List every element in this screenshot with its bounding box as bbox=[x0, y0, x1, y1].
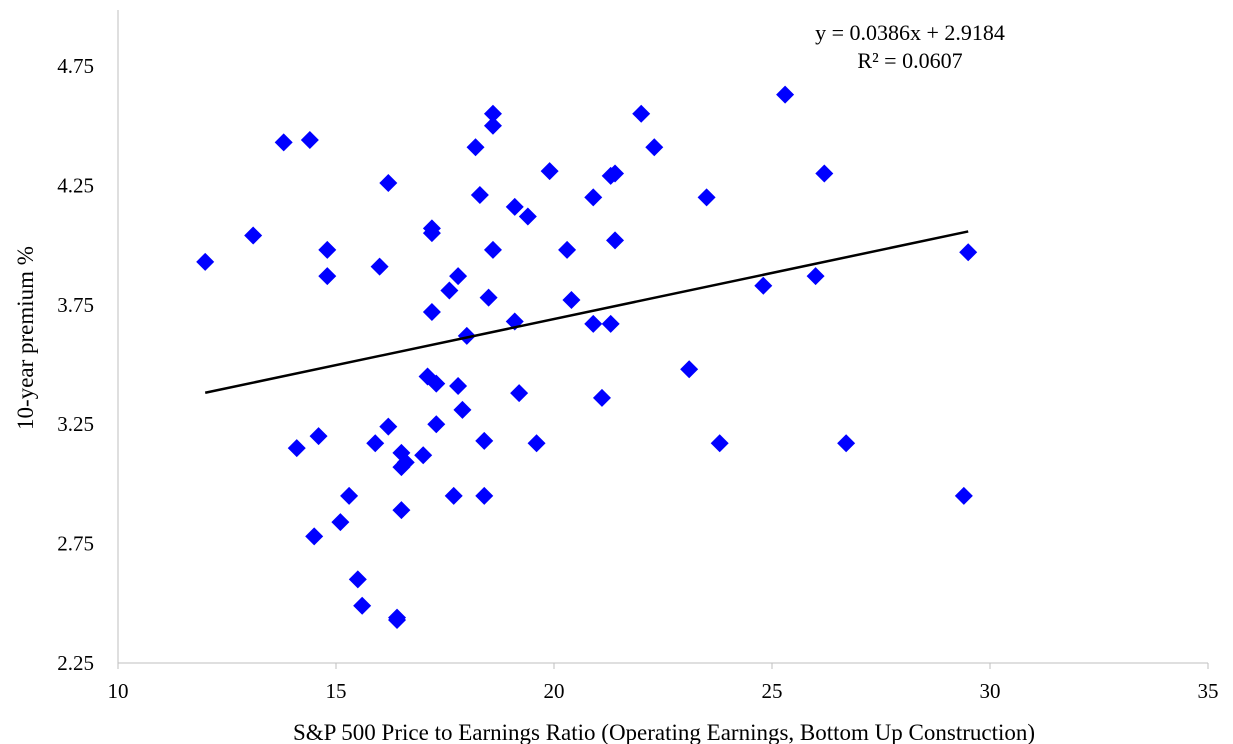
trendline-r-squared: R² = 0.0607 bbox=[857, 48, 962, 73]
axes bbox=[117, 10, 1209, 669]
data-point bbox=[348, 570, 367, 589]
data-point bbox=[540, 162, 559, 181]
data-point bbox=[806, 267, 825, 286]
data-point bbox=[244, 226, 263, 245]
data-point bbox=[483, 240, 502, 259]
data-point bbox=[340, 486, 359, 505]
data-point bbox=[697, 188, 716, 207]
data-point bbox=[710, 434, 729, 453]
data-point bbox=[558, 240, 577, 259]
data-point bbox=[479, 288, 498, 307]
data-point bbox=[422, 302, 441, 321]
data-point bbox=[645, 138, 664, 157]
x-tick-label: 15 bbox=[326, 679, 347, 703]
data-point bbox=[274, 133, 293, 152]
x-tick-label: 30 bbox=[980, 679, 1001, 703]
x-tick-label: 20 bbox=[544, 679, 565, 703]
y-tick-label: 2.75 bbox=[57, 532, 94, 556]
data-point bbox=[388, 608, 407, 627]
data-point bbox=[606, 164, 625, 183]
data-point bbox=[475, 486, 494, 505]
data-point bbox=[562, 291, 581, 310]
x-tick-labels: 10 15 20 25 30 35 bbox=[108, 679, 1219, 703]
data-points bbox=[196, 85, 978, 630]
data-point bbox=[505, 197, 524, 216]
data-point bbox=[396, 453, 415, 472]
data-point bbox=[527, 434, 546, 453]
data-point bbox=[475, 431, 494, 450]
data-point bbox=[483, 104, 502, 123]
data-point bbox=[632, 104, 651, 123]
data-point bbox=[353, 596, 372, 615]
data-point bbox=[422, 224, 441, 243]
data-point bbox=[379, 417, 398, 436]
data-point bbox=[370, 257, 389, 276]
data-point bbox=[427, 415, 446, 434]
trendline-equation: y = 0.0386x + 2.9184 bbox=[815, 20, 1005, 45]
x-tick-label: 25 bbox=[762, 679, 783, 703]
data-point bbox=[837, 434, 856, 453]
y-tick-label: 3.75 bbox=[57, 293, 94, 317]
x-axis-title: S&P 500 Price to Earnings Ratio (Operati… bbox=[293, 720, 1035, 744]
data-point bbox=[518, 207, 537, 226]
data-point bbox=[510, 384, 529, 403]
data-point bbox=[606, 231, 625, 250]
data-point bbox=[449, 267, 468, 286]
data-point bbox=[592, 388, 611, 407]
data-point bbox=[584, 314, 603, 333]
data-point bbox=[366, 434, 385, 453]
data-point bbox=[331, 513, 350, 532]
data-point bbox=[959, 243, 978, 262]
y-tick-label: 4.25 bbox=[57, 173, 94, 197]
data-point bbox=[470, 185, 489, 204]
data-point bbox=[954, 486, 973, 505]
y-tick-label: 3.25 bbox=[57, 412, 94, 436]
data-point bbox=[309, 427, 328, 446]
data-point bbox=[427, 374, 446, 393]
x-tick-label: 10 bbox=[108, 679, 129, 703]
data-point bbox=[457, 326, 476, 345]
x-tick-label: 35 bbox=[1198, 679, 1219, 703]
data-point bbox=[453, 400, 472, 419]
data-point bbox=[300, 131, 319, 150]
data-point bbox=[601, 314, 620, 333]
data-point bbox=[196, 252, 215, 271]
data-point bbox=[483, 116, 502, 135]
data-point bbox=[287, 439, 306, 458]
data-point bbox=[440, 281, 459, 300]
data-point bbox=[392, 501, 411, 520]
trendline bbox=[204, 230, 969, 394]
data-point bbox=[466, 138, 485, 157]
data-point bbox=[318, 267, 337, 286]
data-point bbox=[305, 527, 324, 546]
y-tick-labels: 2.25 2.75 3.25 3.75 4.25 4.75 bbox=[57, 54, 94, 675]
data-point bbox=[584, 188, 603, 207]
data-point bbox=[680, 360, 699, 379]
y-tick-label: 2.25 bbox=[57, 651, 94, 675]
data-point bbox=[414, 446, 433, 465]
data-point bbox=[379, 174, 398, 193]
data-point bbox=[449, 376, 468, 395]
data-point bbox=[754, 276, 773, 295]
y-axis-title: 10-year premium % bbox=[13, 246, 38, 430]
y-tick-label: 4.75 bbox=[57, 54, 94, 78]
data-point bbox=[444, 486, 463, 505]
x-tick-marks bbox=[117, 663, 1209, 669]
data-point bbox=[318, 240, 337, 259]
data-point bbox=[776, 85, 795, 104]
data-point bbox=[815, 164, 834, 183]
